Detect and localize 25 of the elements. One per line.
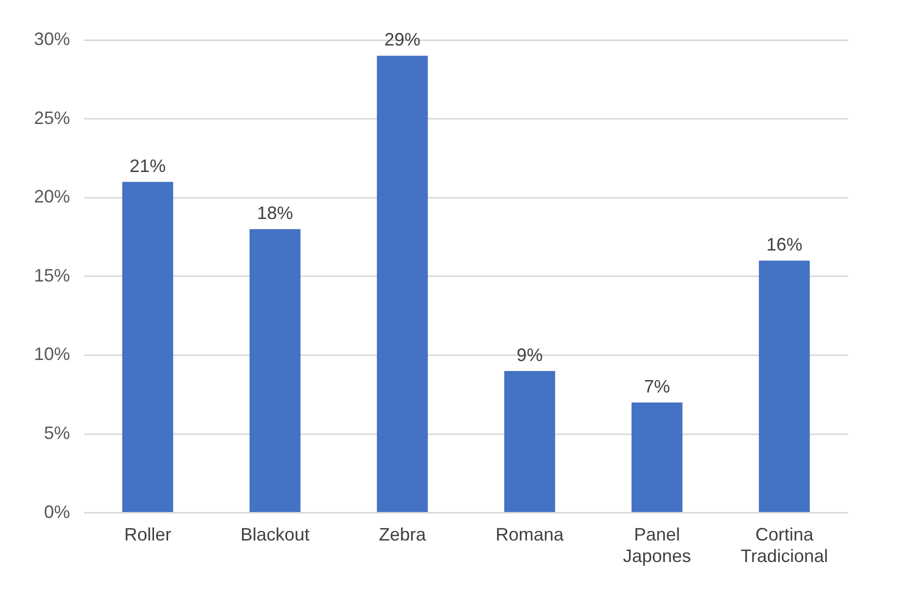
x-tick-label: Panel Japones (622, 524, 692, 566)
x-tick-label: Blackout (240, 524, 310, 545)
bar (376, 56, 428, 512)
y-tick-label: 20% (34, 186, 70, 207)
data-label: 7% (644, 376, 670, 396)
bar (504, 370, 556, 512)
y-tick-label: 25% (34, 108, 70, 128)
bar (758, 260, 810, 512)
y-tick-label: 5% (44, 422, 70, 443)
x-tick-label: Romana (496, 524, 565, 545)
x-tick-label: Roller (124, 524, 172, 545)
data-label: 9% (516, 344, 543, 365)
data-label: 29% (384, 30, 420, 50)
data-label: 18% (257, 203, 294, 224)
data-label: 21% (130, 156, 166, 176)
bar (632, 402, 682, 512)
bar (250, 229, 300, 512)
y-tick-label: 30% (34, 28, 70, 49)
data-label: 16% (766, 234, 802, 255)
y-tick-label: 0% (44, 502, 70, 522)
x-tick-label: Zebra (378, 524, 427, 545)
y-tick-label: 15% (34, 265, 70, 286)
x-tick-label: Cortina Tradicional (740, 524, 828, 566)
y-tick-label: 10% (34, 344, 70, 364)
bar (122, 182, 174, 512)
